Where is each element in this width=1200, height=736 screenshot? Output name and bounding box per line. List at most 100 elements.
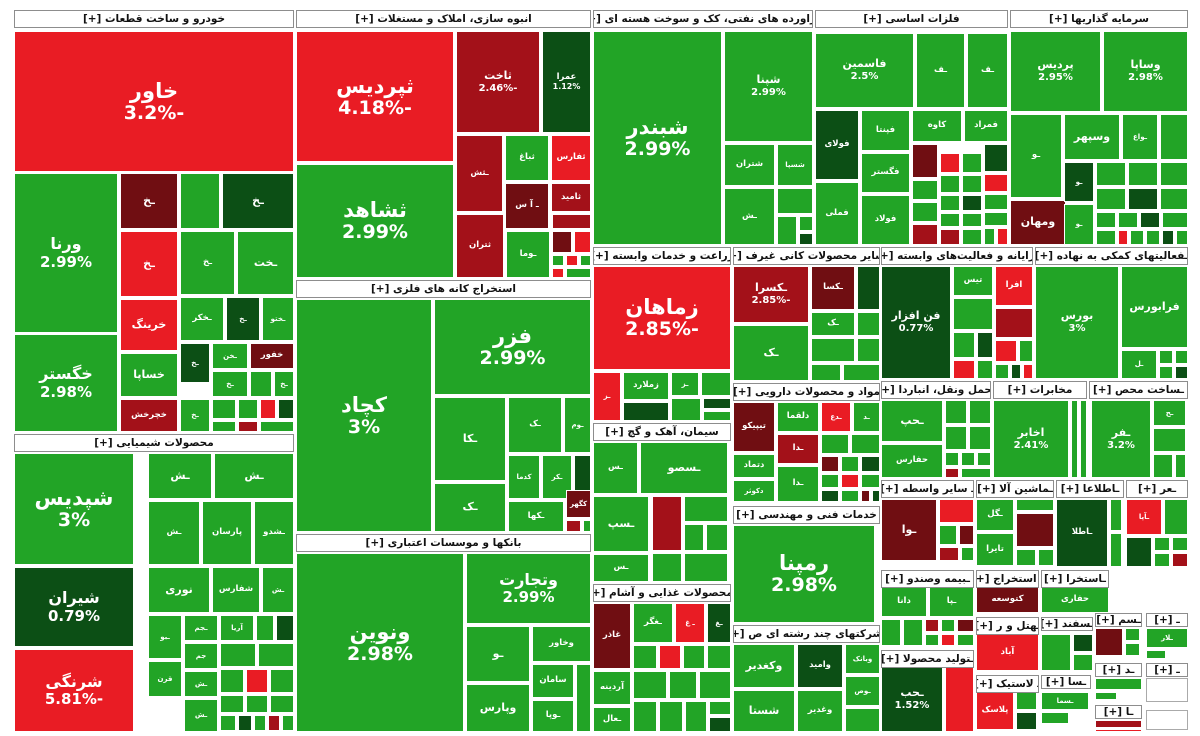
tile-metal-mining-8[interactable]: ـک — [434, 483, 506, 532]
tile-chemicals-12[interactable]: ـجم — [184, 615, 218, 641]
tile-mini-6-0[interactable] — [1146, 710, 1188, 730]
tile-other-minerals-2[interactable] — [857, 266, 880, 310]
tile-pharma-1[interactable]: دلقما — [777, 402, 819, 432]
tile-realestate-9[interactable]: ثتران — [456, 214, 504, 278]
tile-insurance-3[interactable] — [903, 619, 923, 646]
tile-misc-1-6[interactable] — [1172, 553, 1188, 567]
tile-sugar-1[interactable] — [1073, 634, 1093, 652]
tile-realestate-15[interactable] — [566, 255, 578, 266]
tile-insurance-2[interactable] — [881, 619, 901, 646]
tile-basic-metals-9[interactable]: فملی — [815, 182, 859, 245]
tile-auto-5[interactable]: ـخ — [222, 173, 294, 229]
tile-chemicals-26[interactable] — [246, 695, 268, 713]
tile-computer-1[interactable]: تیس — [953, 266, 993, 296]
tile-auto-25[interactable] — [278, 399, 294, 419]
tile-basic-metals-26[interactable] — [940, 229, 960, 245]
tile-metal-products-1[interactable]: ـح — [1153, 400, 1186, 426]
tile-investments-24[interactable] — [1176, 230, 1188, 245]
tile-auto-7[interactable]: ـخ — [180, 231, 235, 295]
tile-conglomerates-6[interactable] — [845, 708, 880, 732]
tile-transport-9[interactable] — [945, 468, 959, 478]
tile-investments-20[interactable] — [1118, 230, 1128, 245]
tile-pharma-17[interactable] — [841, 490, 859, 502]
tile-realestate-10[interactable]: ـوما — [506, 231, 550, 278]
tile-food-15[interactable] — [685, 701, 707, 732]
tile-food-4[interactable] — [633, 645, 657, 669]
tile-investments-18[interactable] — [1162, 212, 1188, 228]
tile-metal-mining-0[interactable]: کچاد 3% — [296, 299, 432, 532]
tile-investments-17[interactable] — [1140, 212, 1160, 228]
sector-header-transport[interactable]: ـحمل ونقل، انباردا [+] — [881, 381, 991, 399]
tile-agriculture-2[interactable]: زملارد — [623, 372, 669, 400]
tile-computer-2[interactable]: افرا — [995, 266, 1033, 306]
tile-cement-7[interactable] — [652, 553, 682, 582]
tile-conglomerates-4[interactable]: شستا — [733, 690, 795, 732]
tile-agriculture-8[interactable] — [703, 411, 731, 421]
tile-other-minerals-3[interactable]: ـک — [811, 312, 855, 336]
tile-machinery-2[interactable] — [1016, 499, 1054, 511]
tile-chemicals-23[interactable] — [246, 669, 268, 693]
tile-investments-8[interactable]: ـو — [1064, 204, 1094, 245]
tile-financial-aux-5[interactable] — [1159, 366, 1173, 379]
sector-header-computer[interactable]: ـرایانه و فعالیت‌های وابسته [+] — [881, 247, 1033, 265]
tile-other-financial-2[interactable] — [939, 525, 957, 545]
tile-auto-19[interactable]: ـخ — [274, 371, 294, 397]
tile-metal-mining-1[interactable]: فزر 2.99% — [434, 299, 591, 395]
tile-realestate-6[interactable]: ثفارس — [551, 135, 591, 181]
tile-auto-1[interactable]: ورنا 2.99% — [14, 173, 118, 333]
tile-oil-3[interactable]: شسپا — [777, 144, 813, 186]
sector-header-misc-2[interactable]: ـسا [+] — [1041, 675, 1091, 689]
tile-information-1[interactable] — [1110, 499, 1122, 531]
tile-chemicals-2[interactable]: شرنگی -5.81% — [14, 649, 134, 732]
tile-insurance-8[interactable] — [941, 634, 955, 646]
sector-header-metal-products[interactable]: ـساخت محص [+] — [1089, 381, 1188, 399]
tile-misc-2-0[interactable]: ـسما — [1041, 692, 1089, 710]
tile-telecom-2[interactable] — [1080, 400, 1087, 478]
tile-food-10[interactable] — [633, 671, 667, 699]
tile-rubber-0[interactable]: پلاسک — [976, 692, 1014, 730]
tile-basic-metals-10[interactable]: فولاد — [861, 195, 910, 245]
sector-header-realestate[interactable]: انبوه سازی، املاک و مستغلات [+] — [296, 10, 591, 28]
tile-auto-0[interactable]: خاور -3.2% — [14, 31, 294, 172]
sector-header-agriculture[interactable]: زراعت و خدمات وابسته [+] — [593, 247, 731, 265]
tile-metal-mining-10[interactable]: کگهر — [566, 490, 591, 518]
sector-header-food[interactable]: ـمحصولات غذایی و آشام [+] — [593, 584, 731, 602]
tile-chemicals-31[interactable] — [268, 715, 280, 731]
tile-machinery-1[interactable]: تایرا — [976, 533, 1014, 566]
tile-auto-23[interactable] — [238, 399, 258, 419]
tile-chemicals-1[interactable]: شیران 0.79% — [14, 567, 134, 647]
tile-banks-6[interactable]: ـوپا — [532, 700, 574, 732]
tile-investments-2[interactable]: ـو — [1010, 114, 1062, 198]
tile-oil-5[interactable] — [777, 188, 813, 214]
sector-header-basic-metals[interactable]: فلزات اساسی [+] — [815, 10, 1008, 28]
tile-financial-aux-3[interactable] — [1159, 350, 1173, 364]
tile-conglomerates-3[interactable]: ـوص — [845, 676, 880, 706]
tile-insurance-6[interactable] — [957, 619, 974, 632]
tile-other-financial-1[interactable] — [939, 499, 974, 523]
sector-header-pharma[interactable]: مواد و محصولات دارویی [+] — [733, 383, 880, 401]
tile-insurance-9[interactable] — [957, 634, 974, 646]
tile-agriculture-6[interactable] — [671, 398, 701, 421]
tile-rubber-2[interactable] — [1016, 712, 1037, 730]
tile-auto-12[interactable]: ـختو — [262, 297, 294, 341]
tile-auto-17[interactable]: ـخ — [212, 371, 248, 397]
tile-financial-aux-2[interactable]: ـل — [1121, 350, 1157, 379]
tile-manufacturing-0[interactable]: ـحب 1.52% — [881, 667, 943, 732]
tile-food-5[interactable] — [659, 645, 681, 669]
tile-metal-mining-3[interactable]: ـک — [508, 397, 562, 453]
tile-computer-8[interactable] — [1019, 340, 1033, 362]
tile-basic-metals-12[interactable] — [962, 153, 982, 173]
tile-investments-15[interactable] — [1096, 212, 1116, 228]
tile-banks-4[interactable]: سامان — [532, 664, 574, 698]
tile-auto-6[interactable]: ـخ — [120, 231, 178, 297]
tile-auto-26[interactable] — [212, 421, 236, 432]
tile-investments-7[interactable]: ـو — [1064, 162, 1094, 202]
sector-header-mini-5[interactable]: ـا [+] — [1095, 705, 1142, 719]
tile-food-2[interactable]: ـ غ — [675, 603, 705, 643]
tile-metal-mining-11[interactable] — [566, 520, 581, 532]
tile-insurance-0[interactable]: دانا — [881, 587, 927, 617]
tile-metal-mining-2[interactable]: ـکا — [434, 397, 506, 481]
tile-investments-22[interactable] — [1146, 230, 1160, 245]
tile-chemicals-10[interactable]: ـش — [262, 567, 294, 613]
tile-basic-metals-2[interactable]: ـف — [967, 33, 1008, 108]
